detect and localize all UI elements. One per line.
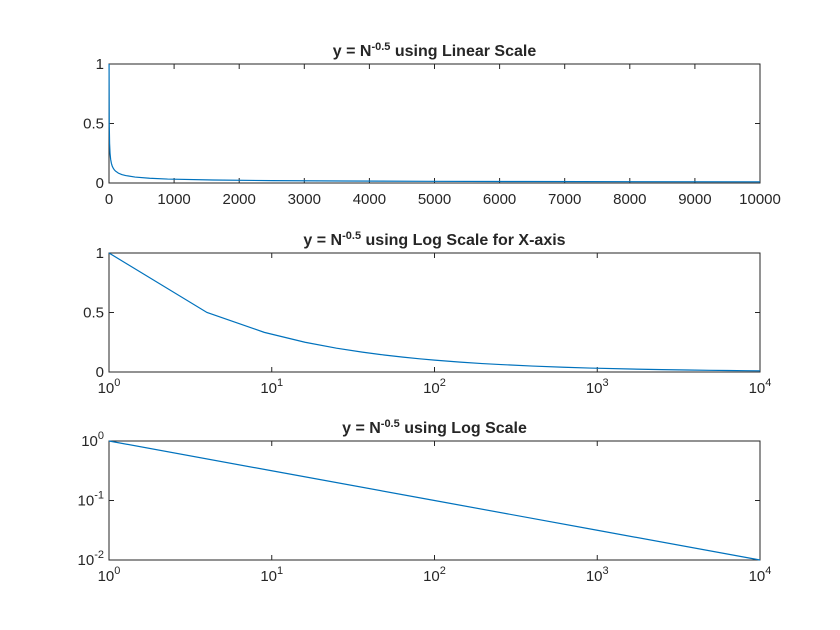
y-tick-label: 1: [96, 245, 104, 262]
x-tick-label: 102: [423, 565, 446, 585]
series-line: [108, 252, 761, 372]
x-tick-label: 103: [586, 377, 609, 397]
x-tick-label: 2000: [223, 191, 256, 208]
x-tick-label: 6000: [483, 191, 516, 208]
chart-title: y = N-0.5 using Log Scale for X-axis: [303, 230, 565, 249]
x-tick-label: 1000: [157, 191, 190, 208]
x-tick-label: 104: [749, 377, 772, 397]
y-tick-label: 10-2: [78, 549, 104, 569]
x-tick-label: 3000: [288, 191, 321, 208]
y-tick-label: 100: [81, 430, 104, 450]
x-tick-label: 101: [260, 565, 283, 585]
x-tick-label: 103: [586, 565, 609, 585]
x-tick-label: 100: [98, 377, 121, 397]
y-tick-label: 0.5: [83, 305, 104, 322]
x-tick-label: 9000: [678, 191, 711, 208]
y-tick-label: 0.5: [83, 116, 104, 133]
x-tick-label: 4000: [353, 191, 386, 208]
x-tick-label: 5000: [418, 191, 451, 208]
y-tick-label: 1: [96, 56, 104, 73]
y-tick-label: 0: [96, 364, 104, 381]
x-tick-label: 7000: [548, 191, 581, 208]
x-tick-label: 101: [260, 377, 283, 397]
series-line: [108, 440, 761, 561]
y-tick-label: 10-1: [78, 490, 104, 510]
subplot-2: y = N-0.5 using Log Scale for X-axis 100 1…: [83, 230, 771, 397]
x-tick-label: 0: [105, 191, 113, 208]
x-tick-label: 8000: [613, 191, 646, 208]
x-tick-label: 102: [423, 377, 446, 397]
chart-title: y = N-0.5 using Log Scale: [342, 418, 527, 437]
subplot-1: y = N-0.5 using Linear Scale 0 1000 2000 300…: [83, 41, 781, 208]
series-line: [108, 63, 761, 183]
x-tick-label: 104: [749, 565, 772, 585]
y-tick-label: 0: [96, 175, 104, 192]
x-tick-label: 10000: [739, 191, 781, 208]
chart-title: y = N-0.5 using Linear Scale: [333, 41, 537, 60]
subplot-3: y = N-0.5 using Log Scale 100 101 102 103 104…: [78, 418, 772, 585]
x-tick-label: 100: [98, 565, 121, 585]
